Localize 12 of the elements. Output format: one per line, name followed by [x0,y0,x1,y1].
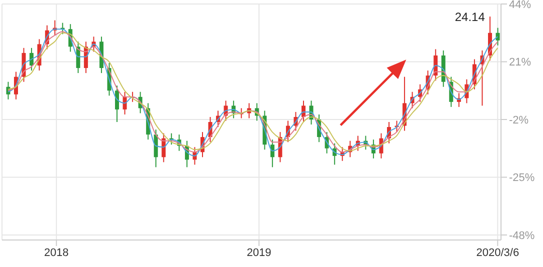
x-tick-label: 2018 [44,246,69,259]
candlestick [115,85,120,122]
annotation: 24.14 [454,10,486,24]
y-tick-label: 21% [509,56,532,69]
y-tick-label: 44% [509,0,532,11]
candlestick [496,27,500,46]
y-tick-label: -48% [509,230,535,242]
x-tick-label: 2019 [246,246,272,259]
candlestick [270,139,274,168]
x-tick-label: 2020/3/6 [476,246,520,259]
y-tick-label: -2% [509,114,529,126]
y-tick-label: -25% [509,172,535,184]
